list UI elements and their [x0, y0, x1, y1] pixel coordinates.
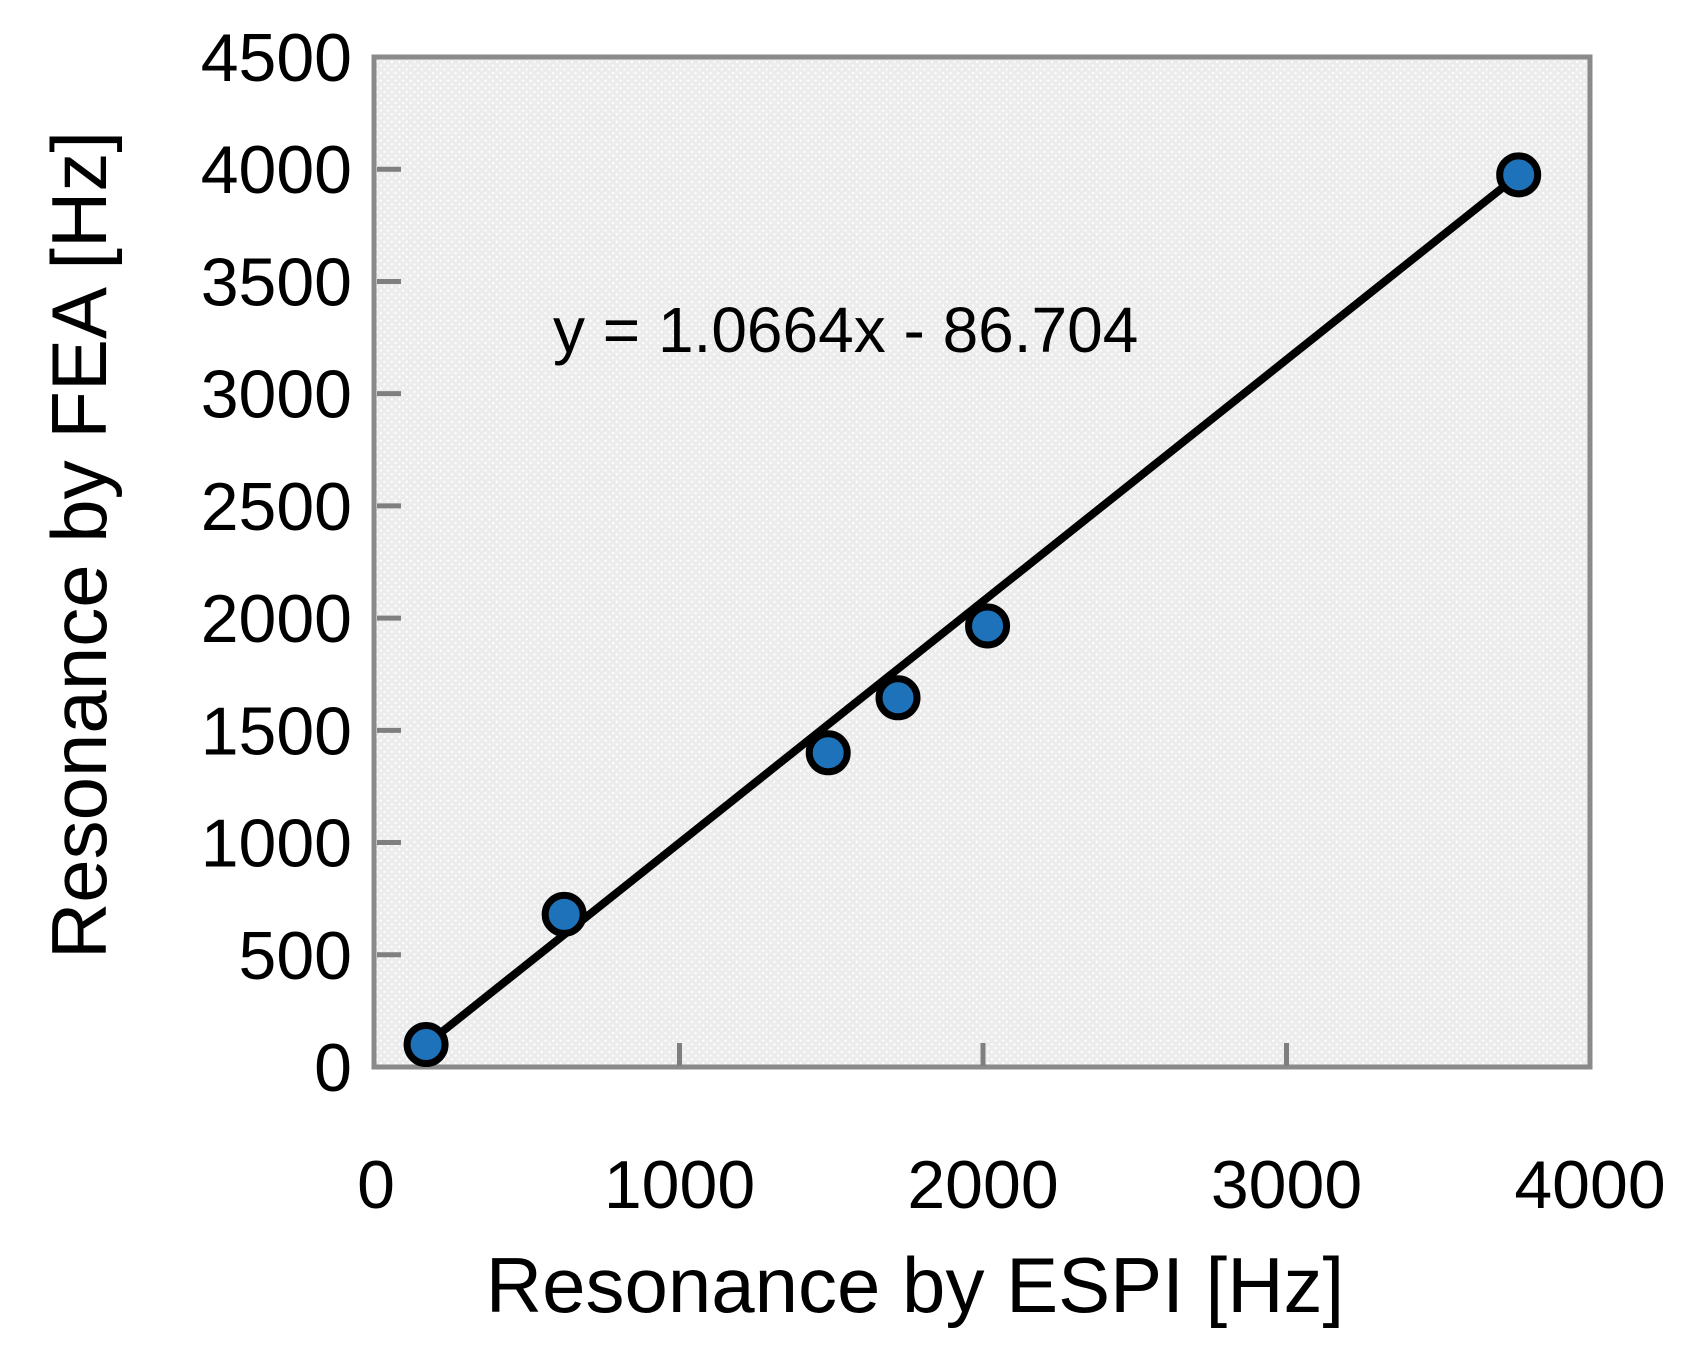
y-axis-title: Resonance by FEA [Hz]	[35, 131, 123, 959]
data-point	[805, 730, 851, 776]
y-tick-label: 500	[239, 918, 352, 994]
data-point	[875, 675, 921, 721]
axis-ticks	[377, 166, 1289, 1066]
data-point	[1496, 152, 1542, 198]
x-tick-label: 1000	[604, 1147, 755, 1223]
y-tick-label: 2500	[201, 469, 352, 545]
x-tick-label: 3000	[1211, 1147, 1362, 1223]
scatter-series	[403, 152, 1542, 1068]
y-tick-label: 0	[314, 1030, 352, 1106]
y-tick-label: 1000	[201, 806, 352, 882]
y-tick-label: 3000	[201, 357, 352, 433]
y-tick-label: 1500	[201, 693, 352, 769]
x-tick-label: 2000	[907, 1147, 1058, 1223]
x-tick-label: 4000	[1514, 1147, 1665, 1223]
axis-tick-labels: 0 1000 2000 3000 4000 0 500 1000 1500 2000 2500 300…	[201, 20, 1666, 1223]
y-tick-label: 2000	[201, 581, 352, 657]
data-point	[403, 1022, 449, 1068]
y-tick-label: 4500	[201, 20, 352, 96]
y-tick-label: 4000	[201, 132, 352, 208]
data-point	[965, 603, 1011, 649]
trendline-equation-label: y = 1.0664x - 86.704	[553, 294, 1138, 366]
x-tick-label: 0	[357, 1147, 395, 1223]
y-tick-label: 3500	[201, 244, 352, 320]
data-point	[541, 891, 587, 937]
x-axis-title: Resonance by ESPI [Hz]	[486, 1241, 1344, 1329]
